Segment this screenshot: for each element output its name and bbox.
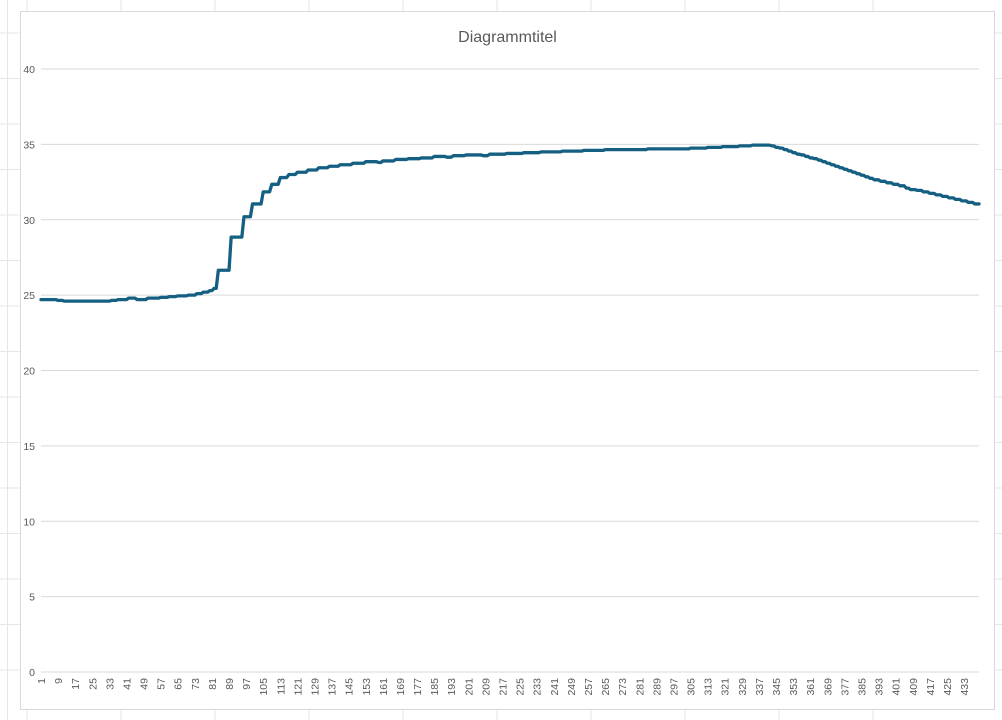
x-axis-tick-label: 1 xyxy=(36,678,48,684)
x-axis-tick-label: 161 xyxy=(378,678,390,696)
x-axis-tick-label: 9 xyxy=(53,678,65,684)
x-axis-tick-label: 33 xyxy=(104,678,116,690)
x-axis-tick-label: 17 xyxy=(70,678,82,690)
x-axis-tick-label: 121 xyxy=(292,678,304,696)
x-axis-tick-label: 281 xyxy=(634,678,646,696)
x-axis-tick-label: 337 xyxy=(754,678,766,696)
x-axis-tick-label: 41 xyxy=(122,678,134,690)
x-axis-tick-label: 241 xyxy=(549,678,561,696)
y-axis-tick-label: 25 xyxy=(23,290,35,302)
x-axis-tick-label: 73 xyxy=(190,678,202,690)
x-axis-tick-label: 217 xyxy=(498,678,510,696)
y-axis-tick-label: 30 xyxy=(23,215,35,227)
x-axis-tick-label: 25 xyxy=(87,678,99,690)
x-axis-tick-label: 153 xyxy=(361,678,373,696)
x-axis-tick-label: 249 xyxy=(566,678,578,696)
x-axis-tick-label: 273 xyxy=(617,678,629,696)
x-axis-tick-label: 225 xyxy=(515,678,527,696)
x-axis-tick-label: 65 xyxy=(173,678,185,690)
x-axis-tick-label: 81 xyxy=(207,678,219,690)
x-axis-tick-label: 177 xyxy=(412,678,424,696)
x-axis-tick-label: 369 xyxy=(822,678,834,696)
x-axis-tick-label: 425 xyxy=(942,678,954,696)
x-axis-tick-label: 57 xyxy=(156,678,168,690)
x-axis-tick-label: 345 xyxy=(771,678,783,696)
x-axis-tick-label: 265 xyxy=(600,678,612,696)
series-line[interactable] xyxy=(39,143,981,303)
y-axis-tick-label: 10 xyxy=(23,516,35,528)
x-axis-tick-label: 433 xyxy=(959,678,971,696)
x-axis-tick-label: 321 xyxy=(720,678,732,696)
y-axis-tick-label: 40 xyxy=(23,64,35,76)
y-axis-tick-label: 20 xyxy=(23,366,35,378)
x-axis-tick-label: 401 xyxy=(891,678,903,696)
x-axis-tick-label: 49 xyxy=(139,678,151,690)
x-axis-tick-label: 409 xyxy=(908,678,920,696)
x-axis-tick-label: 209 xyxy=(480,678,492,696)
x-axis-tick-label: 313 xyxy=(703,678,715,696)
x-axis-tick-label: 201 xyxy=(463,678,475,696)
x-axis-tick-label: 233 xyxy=(532,678,544,696)
spreadsheet-column-line xyxy=(7,0,8,720)
x-axis-tick-label: 289 xyxy=(651,678,663,696)
x-axis-tick-label: 193 xyxy=(446,678,458,696)
chart-object[interactable]: 0 5 10 15 20 25 30 35 40 1 9 17 25 33 41 49 57 65 73 81 89 97… xyxy=(20,11,995,710)
x-axis-tick-label: 353 xyxy=(788,678,800,696)
x-axis-tick-label: 137 xyxy=(327,678,339,696)
x-axis-tick-label: 169 xyxy=(395,678,407,696)
x-axis-tick-label: 305 xyxy=(686,678,698,696)
x-axis-tick-label: 185 xyxy=(429,678,441,696)
x-axis-tick-label: 257 xyxy=(583,678,595,696)
y-axis-tick-label: 5 xyxy=(29,592,35,604)
x-axis-tick-label: 329 xyxy=(737,678,749,696)
y-axis-tick-label: 0 xyxy=(29,667,35,679)
x-axis-tick-label: 105 xyxy=(258,678,270,696)
x-axis-tick-label: 417 xyxy=(925,678,937,696)
x-axis-tick-label: 129 xyxy=(310,678,322,696)
x-axis-tick-label: 89 xyxy=(224,678,236,690)
x-axis-tick-label: 145 xyxy=(344,678,356,696)
x-axis-tick-label: 385 xyxy=(857,678,869,696)
chart-title[interactable]: Diagrammtitel xyxy=(458,29,557,46)
x-axis-tick-label: 393 xyxy=(874,678,886,696)
x-axis-tick-label: 297 xyxy=(669,678,681,696)
x-axis-tick-label: 377 xyxy=(839,678,851,696)
x-axis-tick-label: 361 xyxy=(805,678,817,696)
x-axis-tick-label: 113 xyxy=(275,678,287,695)
x-axis-tick-label: 97 xyxy=(241,678,253,690)
y-axis-tick-label: 15 xyxy=(23,441,35,453)
y-axis-tick-label: 35 xyxy=(23,139,35,151)
